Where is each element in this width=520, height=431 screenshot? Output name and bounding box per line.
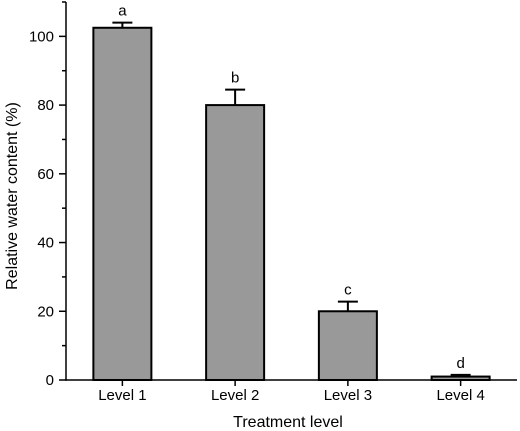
x-axis-title: Treatment level [233,414,343,431]
bar-1 [92,26,153,381]
significance-label: c [344,282,352,299]
y-tick-label: 20 [37,303,54,320]
bars-layer: a b c d [92,3,491,382]
significance-label: b [231,70,239,87]
bar-3 [317,310,378,382]
x-tick-label: Level 4 [436,387,484,404]
significance-label: d [456,355,464,372]
x-tick-label: Level 3 [324,387,372,404]
x-tick-label: Level 2 [211,387,259,404]
bar-2 [205,104,266,381]
axes-layer: 0 20 40 60 80 100 Level 1 Level 2 Level 3 Level 4 [29,1,517,404]
y-axis-title: Relative water content (%) [4,102,21,290]
y-tick-label: 80 [37,97,54,114]
y-tick-label: 0 [46,372,54,389]
y-tick-label: 40 [37,235,54,252]
significance-label: a [118,3,127,20]
y-tick-label: 100 [29,28,54,45]
x-tick-label: Level 1 [98,387,146,404]
y-tick-label: 60 [37,166,54,183]
